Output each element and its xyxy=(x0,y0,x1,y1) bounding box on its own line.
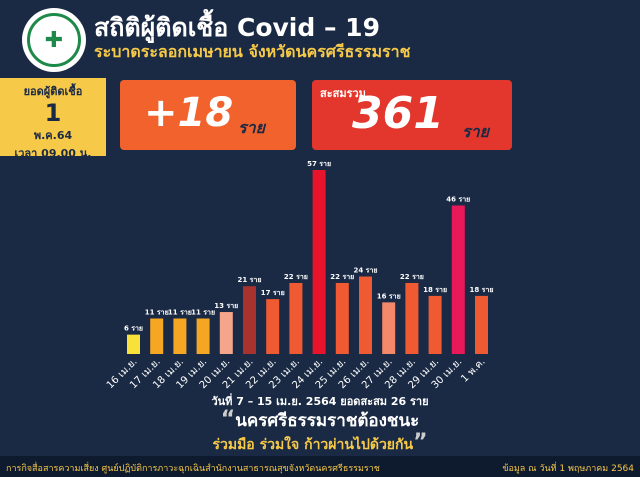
bar-value-label-12: 22 ราย xyxy=(400,273,424,281)
bar-5 xyxy=(243,286,256,354)
bar-0 xyxy=(127,334,140,354)
slogan-main: “นครศรีธรรมราชต้องชนะ xyxy=(0,407,640,434)
bar-value-label-15: 18 ราย xyxy=(470,286,494,294)
new-cases-unit: ราย xyxy=(238,118,265,137)
slogan-sub: ร่วมมือ ร่วมใจ ก้าวผ่านไปด้วยกัน” xyxy=(0,430,640,456)
total-cases-unit: ราย xyxy=(462,122,489,141)
quote-close-icon: ” xyxy=(413,430,428,455)
new-cases-box: +18 ราย xyxy=(120,80,296,150)
bar-2 xyxy=(173,318,187,354)
x-tick-label-15: 1 พ.ค. xyxy=(459,356,487,384)
total-cases-value: 361 xyxy=(352,88,444,139)
ministry-emblem-icon: ✚ xyxy=(27,13,81,67)
bar-8 xyxy=(312,170,326,354)
bar-15 xyxy=(475,295,488,354)
bar-value-label-14: 46 ราย xyxy=(446,196,470,204)
report-month: พ.ค.64 xyxy=(33,129,73,142)
total-cases-box: สะสมรวม 361 ราย xyxy=(312,80,512,150)
report-date-box: ยอดผู้ติดเชื้อ 1 พ.ค.64 เวลา 09.00 น. xyxy=(0,78,106,160)
quote-open-icon: “ xyxy=(220,407,236,432)
bar-value-label-0: 6 ราย xyxy=(124,325,143,333)
bar-1 xyxy=(150,318,164,354)
bar-4 xyxy=(219,312,233,354)
new-cases-value: +18 xyxy=(144,90,234,136)
bar-value-label-7: 22 ราย xyxy=(284,273,308,281)
bar-12 xyxy=(405,282,419,354)
bar-6 xyxy=(266,299,280,354)
report-label: ยอดผู้ติดเชื้อ xyxy=(23,85,83,98)
bar-7 xyxy=(289,282,303,354)
report-time: เวลา 09.00 น. xyxy=(14,147,92,160)
slogan-sub-text: ร่วมมือ ร่วมใจ ก้าวผ่านไปด้วยกัน xyxy=(212,437,414,453)
cumulative-note: วันที่ 7 – 15 เม.ย. 2564 ยอดสะสม 26 ราย xyxy=(211,395,429,408)
footer-date: ข้อมูล ณ วันที่ 1 พฤษภาคม 2564 xyxy=(502,464,634,474)
footer-source: การกิจสื่อสารความเสี่ยง ศูนย์ปฏิบัติการภ… xyxy=(6,464,380,474)
bar-11 xyxy=(382,302,396,354)
bar-value-label-13: 18 ราย xyxy=(423,286,447,294)
bar-value-label-3: 11 ราย xyxy=(191,308,215,316)
bar-10 xyxy=(359,276,372,354)
slogan-main-text: นครศรีธรรมราชต้องชนะ xyxy=(235,411,420,431)
bar-value-label-4: 13 ราย xyxy=(214,302,238,310)
bar-value-label-11: 16 ราย xyxy=(377,292,401,300)
bar-value-label-1: 11 ราย xyxy=(145,308,169,316)
bar-14 xyxy=(451,205,465,354)
bar-13 xyxy=(428,295,442,354)
ministry-logo: ✚ xyxy=(22,8,86,72)
page-subtitle: ระบาดระลอกเมษายน จังหวัดนครศรีธรรมราช xyxy=(94,42,411,61)
footer: การกิจสื่อสารความเสี่ยง ศูนย์ปฏิบัติการภ… xyxy=(0,456,640,477)
page-title: สถิติผู้ติดเชื้อ Covid – 19 xyxy=(94,13,380,42)
report-day: 1 xyxy=(44,99,62,127)
bar-value-label-6: 17 ราย xyxy=(261,289,285,297)
bar-value-label-9: 22 ราย xyxy=(330,273,354,281)
bar-value-label-5: 21 ราย xyxy=(238,276,262,284)
total-cases-label: สะสมรวม xyxy=(320,87,366,100)
bar-value-label-2: 11 ราย xyxy=(168,308,192,316)
bar-value-label-10: 24 ราย xyxy=(354,267,378,275)
bar-9 xyxy=(335,282,349,354)
bar-value-label-8: 57 ราย xyxy=(307,160,331,168)
bar-3 xyxy=(196,318,210,354)
